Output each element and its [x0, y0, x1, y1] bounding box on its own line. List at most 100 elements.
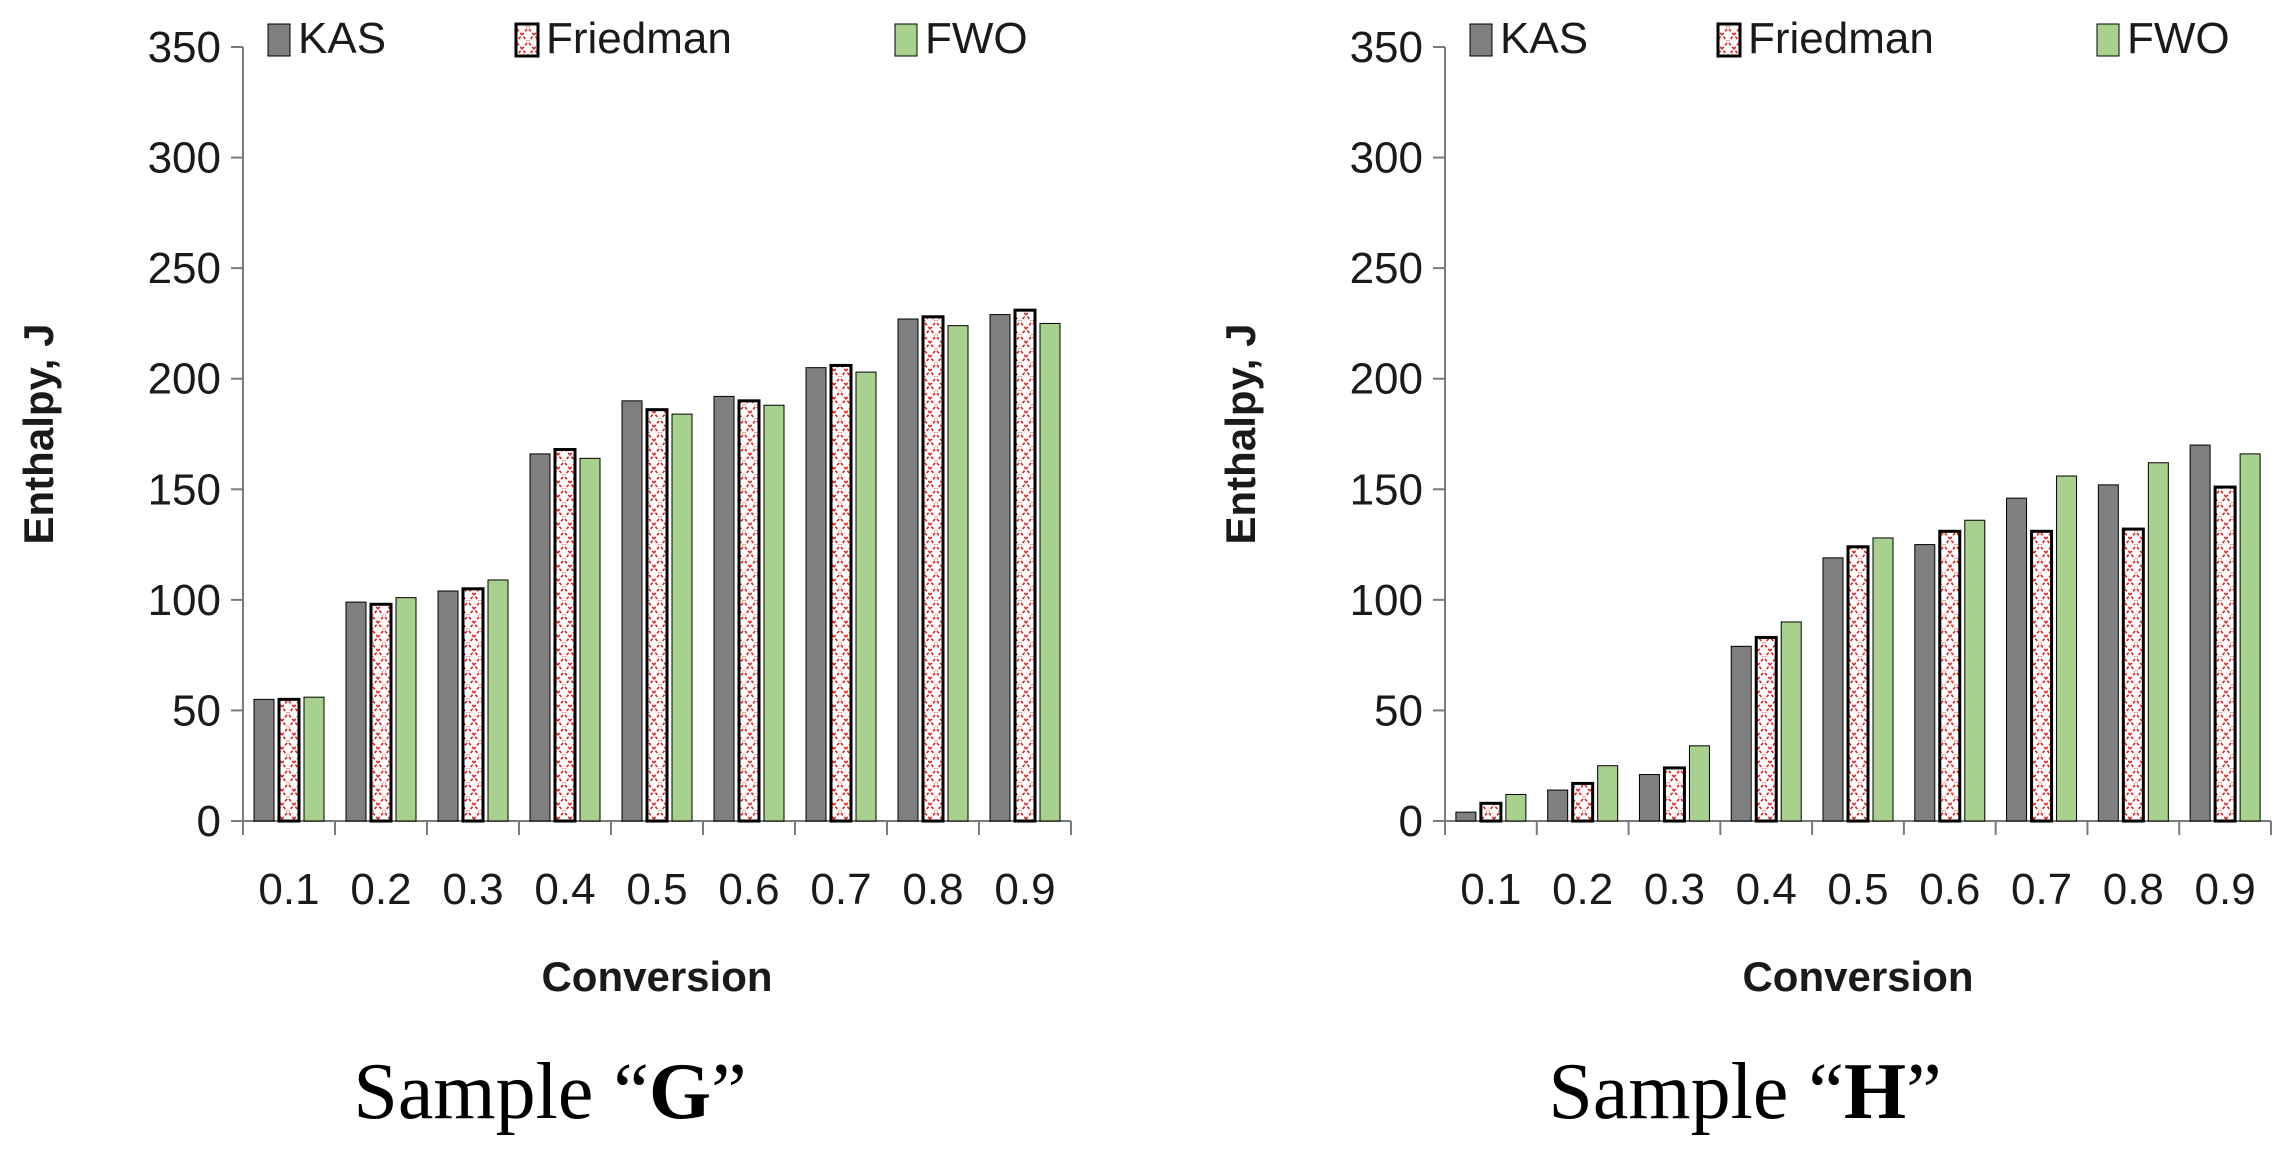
x-tick-label: 0.7	[2011, 865, 2072, 914]
y-tick-label: 0	[1399, 797, 1423, 846]
y-tick-label: 150	[1350, 465, 1423, 514]
bar-fwo-0.1	[303, 696, 325, 822]
y-tick-label: 50	[1374, 686, 1423, 735]
y-tick-label: 0	[197, 797, 221, 846]
x-tick-label: 0.2	[350, 865, 411, 914]
legend-swatch-kas	[1469, 23, 1493, 57]
legend-swatch-friedman	[514, 22, 540, 58]
bar-friedman-0.4	[553, 447, 577, 823]
bar-kas-0.9	[2189, 444, 2211, 822]
bar-fwo-0.3	[487, 579, 509, 822]
y-axis-title: Enthalpy, J	[15, 324, 62, 545]
y-tick-label: 200	[1350, 355, 1423, 404]
x-tick-label: 0.5	[626, 865, 687, 914]
bar-friedman-0.2	[1571, 781, 1595, 823]
x-tick-label: 0.1	[1460, 865, 1521, 914]
x-tick-label: 0.1	[258, 865, 319, 914]
legend: KAS Friedman FWO	[1469, 14, 2230, 63]
x-tick-label: 0.5	[1827, 865, 1888, 914]
bar-friedman-0.8	[921, 315, 945, 823]
y-tick-label: 200	[148, 355, 221, 404]
bar-friedman-0.3	[461, 587, 485, 823]
bar-friedman-0.9	[1013, 308, 1037, 823]
bar-friedman-0.1	[277, 697, 301, 823]
bar-fwo-0.8	[947, 325, 969, 822]
x-tick-label: 0.6	[1919, 865, 1980, 914]
bar-kas-0.4	[1730, 645, 1752, 822]
legend-label-fwo: FWO	[925, 14, 1028, 63]
legend: KAS Friedman FWO	[267, 14, 1028, 63]
legend-swatch-fwo	[894, 23, 918, 57]
bar-fwo-0.6	[1964, 519, 1986, 822]
bar-friedman-0.1	[1479, 801, 1503, 823]
bar-fwo-0.9	[2239, 453, 2261, 822]
y-tick-label: 150	[148, 465, 221, 514]
caption-sample-h: Sample “H”	[1548, 1048, 1941, 1136]
bar-kas-0.7	[805, 367, 827, 822]
x-tick-label: 0.8	[902, 865, 963, 914]
bar-friedman-0.3	[1662, 766, 1686, 823]
bar-fwo-0.9	[1039, 322, 1061, 822]
bar-kas-0.2	[1547, 789, 1569, 822]
bar-fwo-0.2	[395, 597, 417, 822]
y-tick-label: 100	[148, 576, 221, 625]
x-tick-label: 0.9	[2195, 865, 2256, 914]
x-tick-label: 0.3	[442, 865, 503, 914]
bar-kas-0.8	[2097, 484, 2119, 822]
bar-fwo-0.3	[1688, 745, 1710, 822]
bar-kas-0.9	[989, 314, 1011, 822]
bar-friedman-0.7	[829, 363, 853, 823]
bar-friedman-0.6	[737, 399, 761, 823]
bar-kas-0.7	[2006, 497, 2028, 822]
bar-friedman-0.5	[645, 408, 669, 823]
bar-friedman-0.7	[2030, 529, 2054, 823]
x-tick-label: 0.8	[2103, 865, 2164, 914]
legend-label-kas: KAS	[298, 14, 386, 63]
bar-fwo-0.5	[671, 413, 693, 822]
x-tick-label: 0.3	[1644, 865, 1705, 914]
bar-kas-0.1	[253, 698, 275, 822]
bar-kas-0.6	[1914, 544, 1936, 822]
bar-kas-0.8	[897, 318, 919, 822]
bar-kas-0.5	[1822, 557, 1844, 822]
bar-fwo-0.4	[579, 457, 601, 822]
bar-fwo-0.5	[1872, 537, 1894, 822]
y-tick-label: 250	[148, 244, 221, 293]
bar-friedman-0.2	[369, 602, 393, 823]
legend-label-fwo: FWO	[2127, 14, 2230, 63]
y-tick-label: 300	[1350, 134, 1423, 183]
bar-friedman-0.4	[1754, 635, 1778, 823]
bar-fwo-0.8	[2147, 462, 2169, 822]
y-tick-label: 300	[148, 134, 221, 183]
x-tick-label: 0.9	[994, 865, 1055, 914]
y-tick-label: 350	[148, 23, 221, 72]
chart-panel-sample-h: 0 50 100 150 200 250 300 350 0.1 0.2 0.3 0.4 0.5 0.6 0…	[1217, 14, 2272, 1000]
bar-fwo-0.7	[855, 371, 877, 822]
legend-swatch-fwo	[2096, 23, 2120, 57]
bar-friedman-0.8	[2121, 527, 2145, 823]
x-tick-label: 0.4	[534, 865, 595, 914]
bar-friedman-0.9	[2213, 485, 2237, 823]
caption-sample-g: Sample “G”	[353, 1048, 746, 1136]
x-tick-label: 0.4	[1736, 865, 1797, 914]
bar-kas-0.5	[621, 400, 643, 822]
bar-kas-0.3	[1638, 774, 1660, 822]
bar-fwo-0.4	[1780, 621, 1802, 822]
bar-fwo-0.7	[2056, 475, 2078, 822]
legend-label-kas: KAS	[1500, 14, 1588, 63]
bar-fwo-0.1	[1505, 793, 1527, 822]
legend-label-friedman: Friedman	[546, 14, 732, 63]
bar-friedman-0.6	[1938, 529, 1962, 823]
bar-kas-0.2	[345, 601, 367, 822]
y-axis-title: Enthalpy, J	[1217, 324, 1264, 545]
bar-kas-0.1	[1455, 811, 1477, 822]
y-tick-label: 50	[172, 686, 221, 735]
bar-friedman-0.5	[1846, 545, 1870, 823]
legend-swatch-friedman	[1716, 22, 1742, 58]
bar-kas-0.3	[437, 590, 459, 822]
bar-kas-0.6	[713, 395, 735, 822]
legend-swatch-kas	[267, 23, 291, 57]
x-axis-title: Conversion	[541, 953, 772, 1000]
y-tick-label: 350	[1350, 23, 1423, 72]
